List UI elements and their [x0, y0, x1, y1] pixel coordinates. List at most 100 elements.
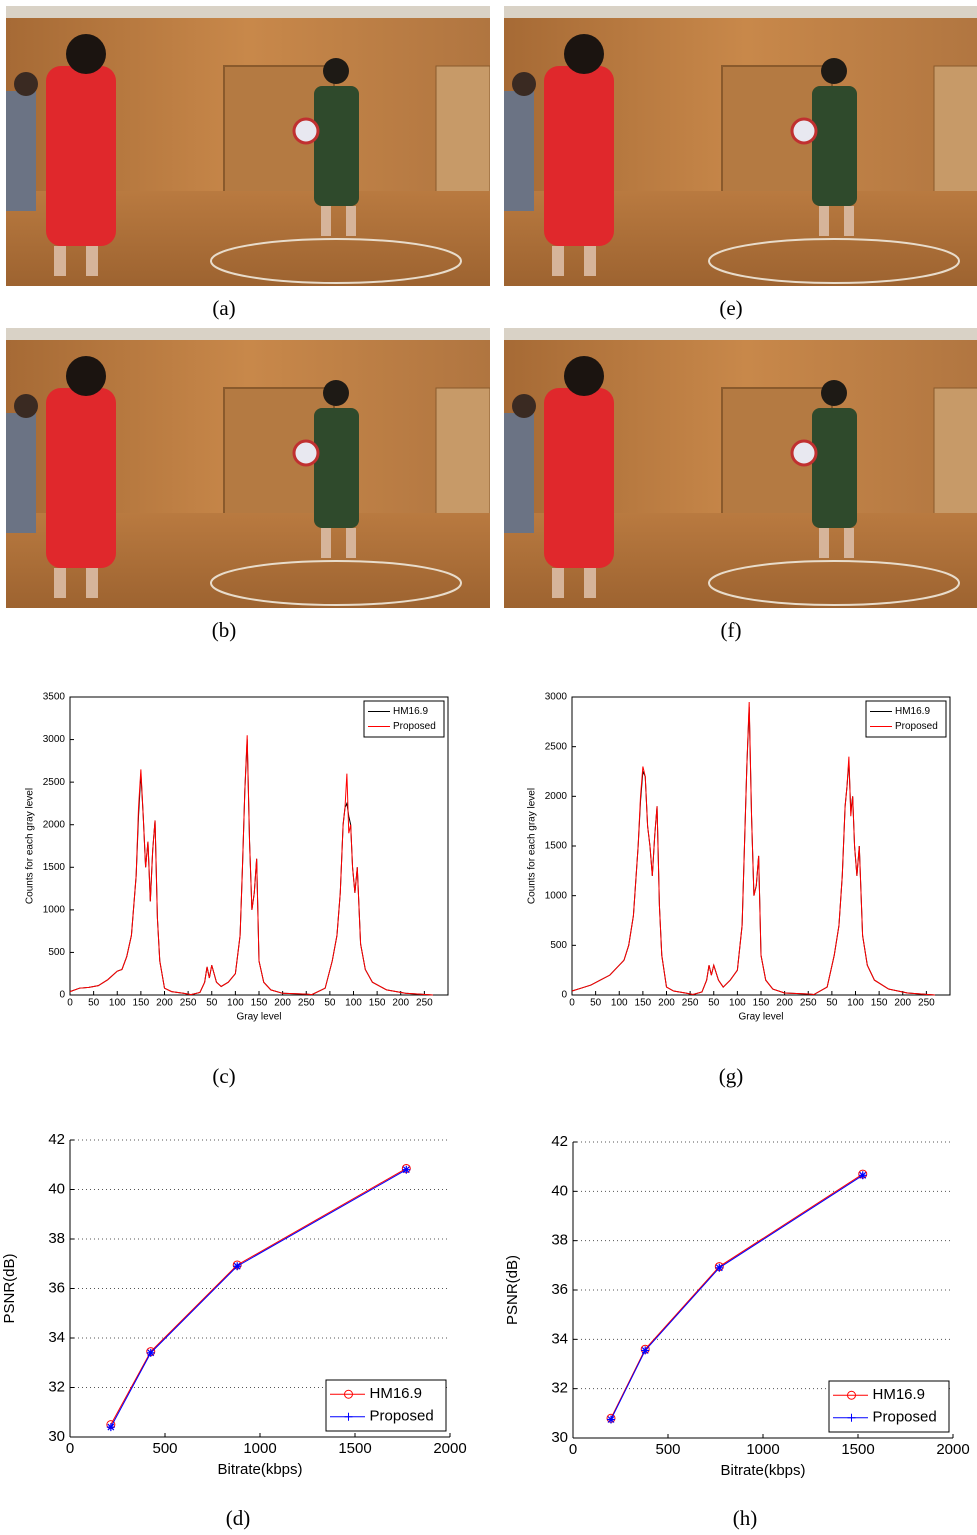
legend-label: HM16.9	[895, 706, 930, 717]
x-tick-label: 200	[894, 998, 911, 1009]
x-tick-label: 150	[133, 998, 150, 1009]
series-line	[571, 701, 935, 996]
x-tick-label: 500	[152, 1440, 177, 1457]
x-tick-label: 50	[708, 998, 720, 1009]
y-tick-label: 500	[550, 940, 567, 951]
legend-label: HM16.9	[393, 706, 428, 717]
y-tick-label: 40	[551, 1182, 568, 1199]
x-tick-label: 1500	[338, 1440, 371, 1457]
x-tick-label: 200	[274, 998, 291, 1009]
marker	[858, 1171, 867, 1180]
legend-label: Proposed	[370, 1408, 434, 1425]
y-tick-label: 1500	[43, 862, 66, 873]
x-axis-label: Bitrate(kbps)	[217, 1461, 302, 1478]
axes-frame	[69, 696, 449, 996]
y-tick-label: 1500	[545, 841, 568, 852]
y-tick-label: 40	[48, 1180, 65, 1197]
caption: (d)	[226, 1506, 251, 1530]
legend-marker	[344, 1389, 353, 1399]
x-axis-label: Gray level	[738, 1012, 783, 1023]
x-tick-label: 250	[682, 998, 699, 1009]
x-axis-label: Bitrate(kbps)	[720, 1462, 805, 1479]
y-tick-label: 32	[48, 1378, 65, 1395]
x-tick-label: 500	[655, 1441, 680, 1458]
x-tick-label: 1000	[243, 1440, 276, 1457]
legend-box	[325, 1379, 447, 1432]
marker	[715, 1263, 724, 1272]
y-tick-label: 38	[48, 1230, 65, 1247]
x-tick-label: 250	[298, 998, 315, 1009]
x-tick-label: 250	[800, 998, 817, 1009]
series-line	[110, 1168, 407, 1425]
x-tick-label: 0	[67, 998, 73, 1009]
legend-label: HM16.9	[370, 1385, 423, 1402]
y-tick-label: 3500	[43, 692, 66, 703]
y-tick-label: 36	[48, 1279, 65, 1296]
y-tick-label: 30	[48, 1428, 65, 1445]
series-line	[610, 1174, 864, 1420]
y-tick-label: 38	[551, 1232, 568, 1249]
x-tick-label: 100	[847, 998, 864, 1009]
x-tick-label: 0	[569, 998, 575, 1009]
x-tick-label: 200	[776, 998, 793, 1009]
marker	[233, 1262, 242, 1271]
photo	[504, 6, 977, 286]
x-tick-label: 200	[658, 998, 675, 1009]
y-tick-label: 1000	[43, 904, 66, 915]
legend-marker	[847, 1390, 856, 1400]
caption: (f)	[721, 618, 742, 642]
x-tick-label: 100	[611, 998, 628, 1009]
series-line	[69, 735, 433, 996]
y-tick-label: 36	[551, 1281, 568, 1298]
x-tick-label: 50	[590, 998, 602, 1009]
caption: (h)	[733, 1506, 758, 1530]
photo	[6, 328, 490, 608]
x-tick-label: 150	[369, 998, 386, 1009]
series-line	[110, 1169, 407, 1428]
legend-label: Proposed	[873, 1409, 937, 1426]
x-tick-label: 200	[156, 998, 173, 1009]
x-tick-label: 150	[635, 998, 652, 1009]
x-tick-label: 250	[180, 998, 197, 1009]
marker	[402, 1165, 411, 1174]
x-tick-label: 150	[871, 998, 888, 1009]
series-line	[69, 739, 433, 996]
y-tick-label: 34	[551, 1330, 568, 1347]
legend-box	[828, 1380, 950, 1433]
y-tick-label: 0	[59, 990, 65, 1001]
x-tick-label: 1000	[746, 1441, 779, 1458]
legend-label: HM16.9	[873, 1386, 926, 1403]
y-tick-label: 42	[48, 1131, 65, 1148]
x-tick-label: 50	[826, 998, 838, 1009]
marker	[146, 1348, 155, 1357]
y-axis-label: Counts for each gray level	[25, 788, 36, 904]
x-tick-label: 100	[109, 998, 126, 1009]
legend-box	[865, 700, 947, 738]
axes-frame	[571, 696, 951, 996]
marker	[607, 1415, 615, 1424]
x-tick-label: 200	[392, 998, 409, 1009]
x-axis-label: Gray level	[236, 1012, 281, 1023]
y-tick-label: 2500	[43, 777, 66, 788]
x-tick-label: 100	[729, 998, 746, 1009]
y-tick-label: 42	[551, 1133, 568, 1150]
legend-marker	[847, 1413, 856, 1422]
y-tick-label: 0	[561, 990, 567, 1001]
legend-label: Proposed	[393, 721, 436, 732]
x-tick-label: 1500	[841, 1441, 874, 1458]
photo	[6, 6, 490, 286]
legend-label: Proposed	[895, 721, 938, 732]
x-tick-label: 100	[227, 998, 244, 1009]
x-tick-label: 2000	[936, 1441, 969, 1458]
caption: (a)	[212, 296, 235, 320]
marker	[641, 1346, 650, 1355]
y-tick-label: 30	[551, 1429, 568, 1446]
caption: (c)	[212, 1064, 235, 1088]
x-tick-label: 50	[88, 998, 100, 1009]
x-tick-label: 250	[416, 998, 433, 1009]
legend-box	[363, 700, 445, 738]
x-tick-label: 100	[345, 998, 362, 1009]
y-tick-label: 2000	[545, 791, 568, 802]
y-tick-label: 3000	[545, 692, 568, 703]
